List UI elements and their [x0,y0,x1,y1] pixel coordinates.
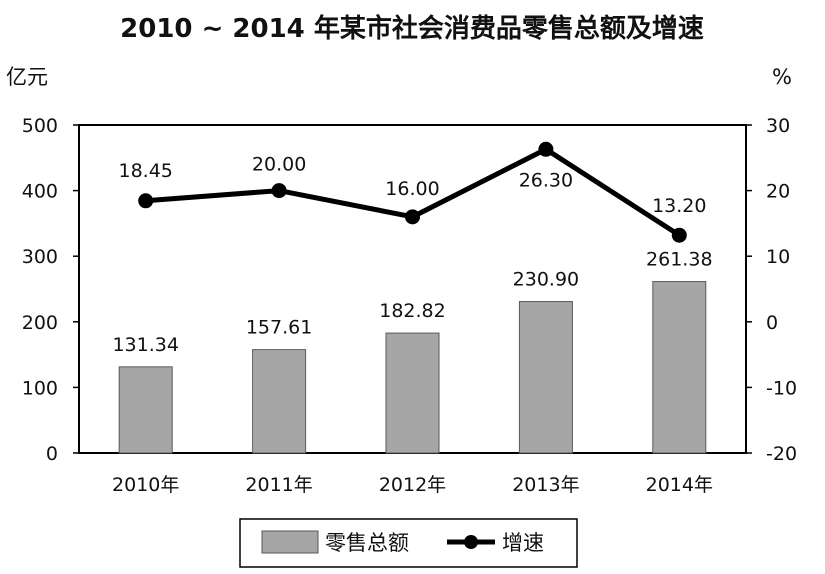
y-right-tick-label: 0 [766,312,778,334]
y-left-tick-label: 200 [22,312,58,334]
legend: 零售总额 增速 [239,518,578,568]
legend-bar-swatch [261,530,319,554]
x-tick-label: 2011年 [245,474,312,496]
line-data-label: 20.00 [252,154,306,176]
x-tick-label: 2014年 [646,474,713,496]
legend-line-label: 增速 [502,531,544,555]
chart-title: 2010 ~ 2014 年某市社会消费品零售总额及增速 [120,13,704,44]
line-point [538,141,554,157]
x-tick-labels: 2010年 2011年 2012年 2013年 2014年 [112,474,713,496]
line-data-label: 16.00 [385,178,439,200]
line-data-labels: 18.45 20.00 16.00 26.30 13.20 [118,154,706,218]
bar-data-label: 182.82 [379,300,445,322]
bar-data-label: 131.34 [112,334,178,356]
bar-data-label: 261.38 [646,249,712,271]
line-data-label: 13.20 [652,195,706,217]
y-left-unit: 亿元 [6,65,48,89]
y-left-tick-label: 100 [22,377,58,399]
line-point [671,227,687,243]
y-right-tick-label: 30 [766,115,790,137]
y-right-tick-label: -10 [766,377,797,399]
y-left-tick-label: 0 [46,443,58,465]
bar [385,332,440,454]
legend-bar-label: 零售总额 [325,531,409,555]
bar-data-label: 230.90 [513,269,579,291]
line-series [138,141,687,243]
bar [252,349,307,454]
y-left-tick-label: 500 [22,115,58,137]
line-point [138,193,154,209]
line-point [405,209,420,225]
bar [118,366,173,454]
y-right-tick-label: -20 [766,443,797,465]
x-tick-label: 2013年 [512,474,579,496]
bar-data-label: 157.61 [246,317,312,339]
legend-line-marker [464,535,478,549]
line-data-label: 26.30 [519,169,573,191]
bar-data-labels: 131.34 157.61 182.82 230.90 261.38 [112,249,712,356]
bar [652,281,707,454]
y-left-tick-labels: 500 400 300 200 100 0 [22,115,79,465]
bar-series [118,281,707,454]
y-right-unit: % [772,65,792,89]
y-left-tick-label: 400 [22,181,58,203]
bar [518,301,573,454]
line-data-label: 18.45 [118,160,172,182]
y-right-tick-label: 20 [766,181,790,203]
y-right-tick-label: 10 [766,246,790,268]
x-tick-label: 2012年 [379,474,446,496]
x-tick-label: 2010年 [112,474,179,496]
line-point [271,183,287,199]
y-right-tick-labels: 30 20 10 0 -10 -20 [746,115,797,465]
y-left-tick-label: 300 [22,246,58,268]
